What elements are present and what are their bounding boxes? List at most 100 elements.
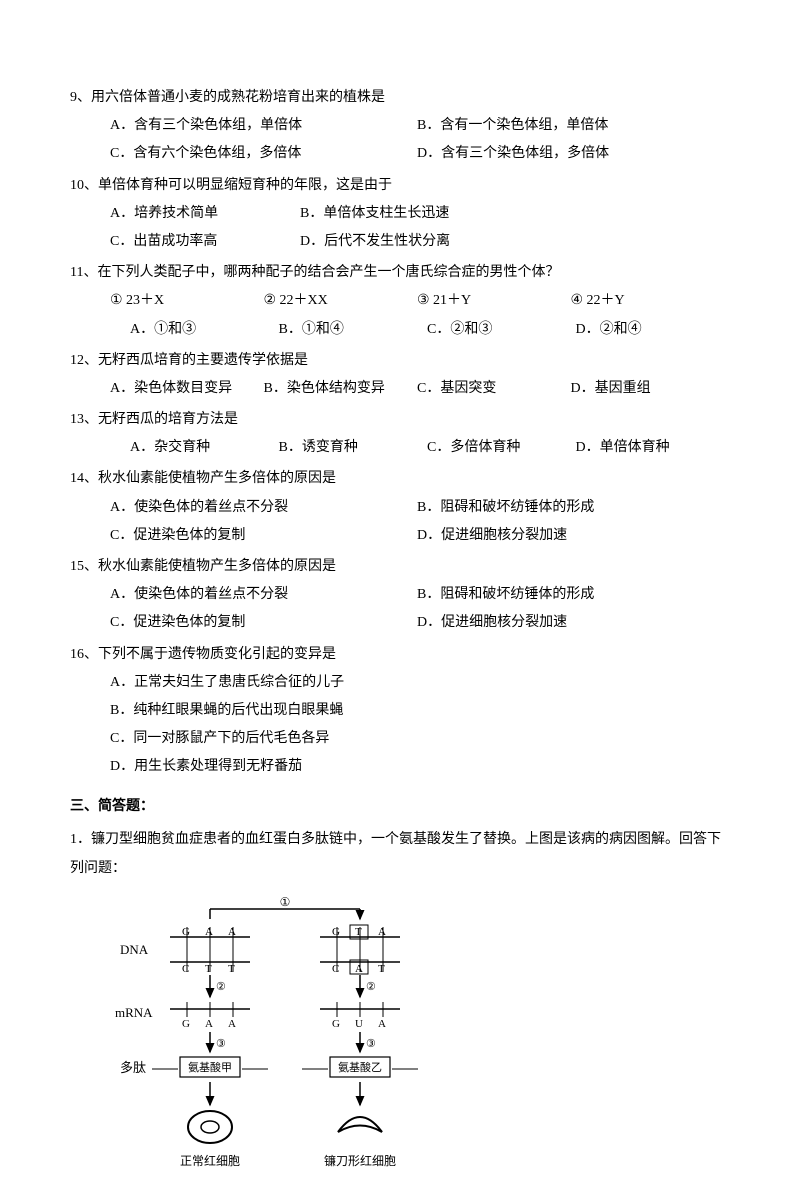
question-14: 14、秋水仙素能使植物产生多倍体的原因是 A．使染色体的着丝点不分裂 B．阻碍和… (70, 466, 724, 548)
svg-text:A: A (205, 926, 213, 938)
mrna-label: mRNA (115, 1005, 153, 1020)
q11-n1: ① 23＋X (110, 288, 264, 313)
q9-opt-c: C．含有六个染色体组，多倍体 (110, 141, 417, 166)
step1-label: ① (280, 897, 291, 909)
q14-opt-d: D．促进细胞核分裂加速 (417, 523, 724, 548)
svg-text:U: U (355, 1018, 363, 1030)
q11-opt-d: D．②和④ (576, 317, 725, 342)
svg-text:C: C (182, 963, 189, 975)
dna-label: DNA (120, 942, 149, 957)
svg-text:③: ③ (216, 1038, 226, 1050)
q16-opt-d: D．用生长素处理得到无籽番茄 (110, 754, 724, 779)
svg-text:T: T (228, 963, 235, 975)
q14-stem: 14、秋水仙素能使植物产生多倍体的原因是 (70, 466, 724, 491)
q15-opt-c: C．促进染色体的复制 (110, 610, 417, 635)
diagram-svg: ① G A A C T T G T A C A T (110, 897, 450, 1197)
q15-stem: 15、秋水仙素能使植物产生多倍体的原因是 (70, 554, 724, 579)
svg-text:T: T (378, 963, 385, 975)
question-15: 15、秋水仙素能使植物产生多倍体的原因是 A．使染色体的着丝点不分裂 B．阻碍和… (70, 554, 724, 636)
q14-opt-c: C．促进染色体的复制 (110, 523, 417, 548)
q15-options-row2: C．促进染色体的复制 D．促进细胞核分裂加速 (70, 610, 724, 635)
q15-opt-b: B．阻碍和破坏纺锤体的形成 (417, 582, 724, 607)
q12-opt-d: D．基因重组 (571, 376, 725, 401)
question-9: 9、用六倍体普通小麦的成熟花粉培育出来的植株是 A．含有三个染色体组，单倍体 B… (70, 85, 724, 167)
sickle-rbc-icon (338, 1117, 382, 1132)
question-10: 10、单倍体育种可以明显缩短育种的年限，这是由于 A．培养技术简单 B．单倍体支… (70, 173, 724, 255)
svg-text:G: G (332, 926, 340, 938)
q10-opt-b: B．单倍体支柱生长迅速 (300, 201, 449, 226)
q12-opt-b: B．染色体结构变异 (264, 376, 418, 401)
question-12: 12、无籽西瓜培育的主要遗传学依据是 A．染色体数目变异 B．染色体结构变异 C… (70, 348, 724, 401)
q13-opt-c: C．多倍体育种 (427, 435, 576, 460)
dna-right-box: G T A C A T (320, 925, 400, 975)
q9-stem: 9、用六倍体普通小麦的成熟花粉培育出来的植株是 (70, 85, 724, 110)
svg-text:氨基酸乙: 氨基酸乙 (338, 1060, 382, 1074)
q12-options: A．染色体数目变异 B．染色体结构变异 C．基因突变 D．基因重组 (70, 376, 724, 401)
q13-opt-a: A．杂交育种 (130, 435, 279, 460)
section3-header: 三、简答题： (70, 794, 724, 819)
svg-text:A: A (228, 1018, 236, 1030)
normal-rbc-icon (188, 1111, 232, 1143)
q9-options-row1: A．含有三个染色体组，单倍体 B．含有一个染色体组，单倍体 (70, 113, 724, 138)
q13-opt-d: D．单倍体育种 (576, 435, 725, 460)
q11-n2: ② 22＋XX (264, 288, 418, 313)
question-11: 11、在下列人类配子中，哪两种配子的结合会产生一个唐氏综合症的男性个体？ ① 2… (70, 260, 724, 342)
q10-stem: 10、单倍体育种可以明显缩短育种的年限，这是由于 (70, 173, 724, 198)
q9-opt-d: D．含有三个染色体组，多倍体 (417, 141, 724, 166)
dna-left-box: G A A C T T (170, 926, 250, 975)
q10-options-row2: C．出苗成功率高 D．后代不发生性状分离 (70, 229, 724, 254)
q9-options-row2: C．含有六个染色体组，多倍体 D．含有三个染色体组，多倍体 (70, 141, 724, 166)
svg-text:A: A (355, 963, 363, 975)
q10-options-row1: A．培养技术简单 B．单倍体支柱生长迅速 (70, 201, 724, 226)
svg-text:T: T (355, 926, 362, 938)
q11-opt-a: A．①和③ (130, 317, 279, 342)
q16-options: A．正常夫妇生了患唐氏综合征的儿子 B．纯种红眼果蝇的后代出现白眼果蝇 C．同一… (70, 670, 724, 780)
q15-options-row1: A．使染色体的着丝点不分裂 B．阻碍和破坏纺锤体的形成 (70, 582, 724, 607)
svg-text:A: A (205, 1018, 213, 1030)
q11-n4: ④ 22＋Y (571, 288, 725, 313)
mrna-left: G A A (170, 1002, 250, 1030)
q16-stem: 16、下列不属于遗传物质变化引起的变异是 (70, 642, 724, 667)
q13-stem: 13、无籽西瓜的培育方法是 (70, 407, 724, 432)
q10-opt-d: D．后代不发生性状分离 (300, 229, 450, 254)
q10-opt-a: A．培养技术简单 (110, 201, 270, 226)
svg-text:②: ② (216, 981, 226, 993)
q15-opt-d: D．促进细胞核分裂加速 (417, 610, 724, 635)
q12-stem: 12、无籽西瓜培育的主要遗传学依据是 (70, 348, 724, 373)
svg-text:氨基酸甲: 氨基酸甲 (188, 1060, 232, 1074)
svg-text:G: G (182, 1018, 190, 1030)
q13-options: A．杂交育种 B．诱变育种 C．多倍体育种 D．单倍体育种 (70, 435, 724, 460)
q11-stem: 11、在下列人类配子中，哪两种配子的结合会产生一个唐氏综合症的男性个体？ (70, 260, 724, 285)
svg-text:C: C (332, 963, 339, 975)
normal-rbc-label: 正常红细胞 (180, 1153, 240, 1168)
q16-opt-a: A．正常夫妇生了患唐氏综合征的儿子 (110, 670, 724, 695)
q12-opt-a: A．染色体数目变异 (110, 376, 264, 401)
q14-options-row2: C．促进染色体的复制 D．促进细胞核分裂加速 (70, 523, 724, 548)
svg-text:A: A (378, 1018, 386, 1030)
svg-text:③: ③ (366, 1038, 376, 1050)
q9-opt-b: B．含有一个染色体组，单倍体 (417, 113, 724, 138)
svg-text:②: ② (366, 981, 376, 993)
sickle-rbc-label: 镰刀形红细胞 (324, 1153, 396, 1168)
svg-text:T: T (205, 963, 212, 975)
q11-opt-b: B．①和④ (279, 317, 428, 342)
q11-numbers: ① 23＋X ② 22＋XX ③ 21＋Y ④ 22＋Y (70, 288, 724, 313)
q14-opt-a: A．使染色体的着丝点不分裂 (110, 495, 417, 520)
biology-diagram: ① G A A C T T G T A C A T (110, 897, 724, 1197)
q13-opt-b: B．诱变育种 (279, 435, 428, 460)
q14-options-row1: A．使染色体的着丝点不分裂 B．阻碍和破坏纺锤体的形成 (70, 495, 724, 520)
q10-opt-c: C．出苗成功率高 (110, 229, 270, 254)
mrna-right: G U A (320, 1002, 400, 1030)
question-16: 16、下列不属于遗传物质变化引起的变异是 A．正常夫妇生了患唐氏综合征的儿子 B… (70, 642, 724, 780)
q12-opt-c: C．基因突变 (417, 376, 571, 401)
q16-opt-b: B．纯种红眼果蝇的后代出现白眼果蝇 (110, 698, 724, 723)
svg-text:A: A (228, 926, 236, 938)
saq1-stem: 1．镰刀型细胞贫血症患者的血红蛋白多肽链中，一个氨基酸发生了替换。上图是该病的病… (70, 825, 724, 884)
svg-text:A: A (378, 926, 386, 938)
q9-opt-a: A．含有三个染色体组，单倍体 (110, 113, 417, 138)
svg-text:G: G (182, 926, 190, 938)
q11-options: A．①和③ B．①和④ C．②和③ D．②和④ (70, 317, 724, 342)
q15-opt-a: A．使染色体的着丝点不分裂 (110, 582, 417, 607)
q11-opt-c: C．②和③ (427, 317, 576, 342)
q16-opt-c: C．同一对豚鼠产下的后代毛色各异 (110, 726, 724, 751)
